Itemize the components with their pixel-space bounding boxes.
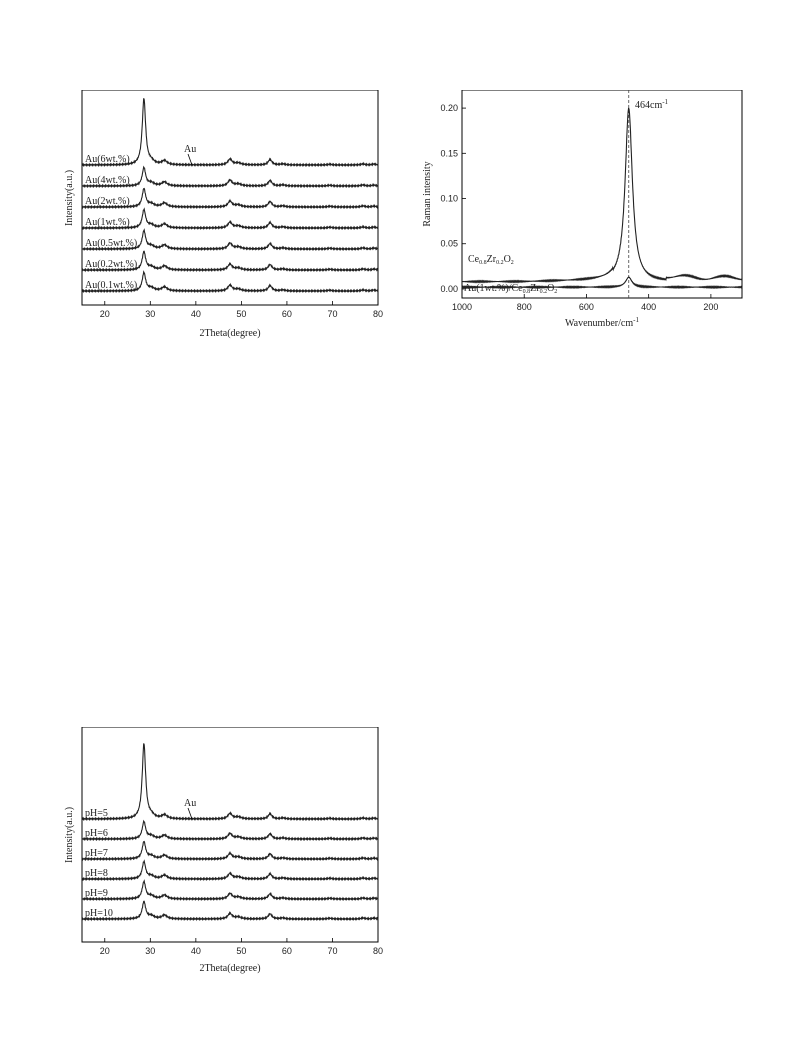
plot-frame — [81, 727, 379, 943]
y-axis-label: Raman intensity — [422, 161, 433, 226]
xrd-series-line — [81, 187, 379, 210]
au-arrow — [187, 153, 193, 166]
y-tick-label: 0.10 — [440, 194, 458, 204]
plot-frame — [81, 90, 379, 306]
series-label: Au(0.2wt.%) — [85, 259, 137, 270]
au-arrow — [187, 807, 193, 820]
x-tick-label: 20 — [100, 946, 110, 956]
xrd-series-line — [81, 879, 379, 902]
y-tick-label: 0.20 — [440, 103, 458, 113]
xrd-series-line — [81, 819, 378, 842]
legend-au-ce-zr: Au(1wt.%)/Ce0.8Zr0.2O2 — [464, 283, 557, 295]
raman-series-line — [461, 276, 743, 290]
series-label: pH=10 — [85, 908, 113, 919]
xrd-series-line — [81, 250, 379, 273]
series-label: Au(0.1wt.%) — [85, 280, 137, 291]
x-tick-label: 600 — [579, 302, 594, 312]
series-label: pH=9 — [85, 888, 108, 899]
xrd-series-line — [81, 165, 378, 189]
legend-ce-zr: Ce0.8Zr0.2O2 — [468, 254, 514, 266]
series-label: Au(4wt.%) — [85, 175, 130, 186]
peak-annotation: 464cm-1 — [635, 98, 669, 111]
xrd-series-line — [81, 228, 379, 252]
raman-series-line — [462, 107, 743, 284]
x-tick-label: 80 — [373, 946, 383, 956]
au-annotation: Au — [184, 144, 196, 155]
xrd-series-line — [81, 840, 379, 862]
x-tick-label: 40 — [191, 309, 201, 319]
x-tick-label: 50 — [236, 309, 246, 319]
x-tick-label: 50 — [236, 946, 246, 956]
y-tick-label: 0.15 — [440, 148, 458, 158]
xrd-series-line — [81, 207, 379, 231]
xrd-series-line — [81, 859, 379, 882]
series-label: pH=5 — [85, 808, 108, 819]
xrd-series-line — [81, 270, 379, 294]
x-tick-label: 80 — [373, 309, 383, 319]
x-tick-label: 60 — [282, 946, 292, 956]
x-tick-label: 60 — [282, 309, 292, 319]
series-label: pH=6 — [85, 828, 108, 839]
y-axis-label: Intensity(a.u.) — [64, 170, 75, 226]
series-label: Au(0.5wt.%) — [85, 238, 137, 249]
xrd-ph-chart: 20 30 40 50 60 70 80pH=5pH=6pH=7pH=8pH=9pH=10 … — [64, 727, 383, 974]
x-tick-label: 70 — [327, 946, 337, 956]
y-axis-label: Intensity(a.u.) — [64, 807, 75, 863]
x-tick-label: 30 — [145, 309, 155, 319]
x-tick-label: 30 — [145, 946, 155, 956]
x-axis-label: 2Theta(degree) — [199, 963, 260, 974]
plot-frame — [461, 90, 743, 299]
y-tick-label: 0.00 — [440, 284, 458, 294]
xrd-series-line — [81, 98, 379, 168]
x-axis-label: 2Theta(degree) — [199, 328, 260, 339]
x-tick-label: 800 — [517, 302, 532, 312]
series-label: pH=8 — [85, 868, 108, 879]
x-tick-label: 200 — [703, 302, 718, 312]
xrd-series-line — [81, 900, 379, 922]
series-label: pH=7 — [85, 848, 108, 859]
raman-chart: 1000 800 600 400 200 0.00 0.05 0.10 0.15 0.20 Wav… — [422, 90, 743, 329]
x-tick-label: 70 — [327, 309, 337, 319]
x-tick-label: 20 — [100, 309, 110, 319]
y-tick-label: 0.05 — [440, 239, 458, 249]
x-axis-label: Wavenumber/cm-1 — [565, 316, 639, 329]
series-label: Au(6wt.%) — [85, 154, 130, 165]
x-tick-label: 400 — [641, 302, 656, 312]
series-label: Au(1wt.%) — [85, 217, 130, 228]
xrd-loading-chart: 20 30 40 50 60 70 80 Au(6wt.%) Au(4wt.%) Au(2wt.%… — [64, 90, 383, 339]
x-tick-label: 1000 — [452, 302, 472, 312]
x-tick-label: 40 — [191, 946, 201, 956]
xrd-series-line — [81, 743, 379, 822]
au-annotation: Au — [184, 798, 196, 809]
series-label: Au(2wt.%) — [85, 196, 130, 207]
